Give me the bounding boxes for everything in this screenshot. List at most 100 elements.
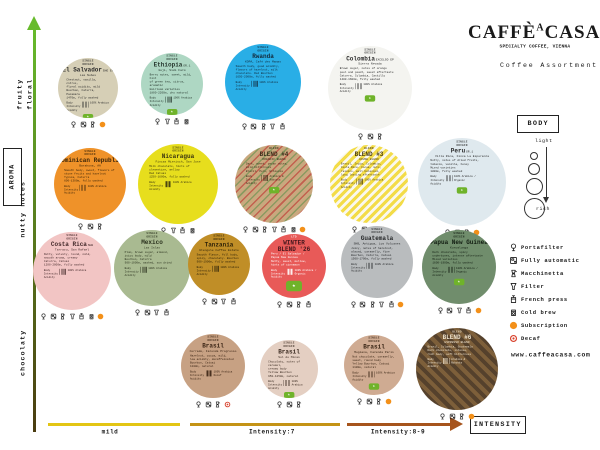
intensity-segment-7: [190, 423, 340, 426]
brew-method-icons: [181, 401, 245, 408]
tasting-note-line: Peru / El Salvador /: [270, 252, 305, 256]
subscription-icon: [475, 307, 482, 314]
coffee-tasting-notes: Dark chocolate, spicy undertones, intense…: [432, 251, 485, 266]
aroma-label-chocolaty: chocolaty: [19, 329, 27, 376]
coffee-name: BLEND #4: [260, 151, 289, 157]
brew-method-icons: [341, 301, 413, 308]
coffee-farm: Tarrazu, San Rafael: [54, 248, 90, 252]
tasting-note-line: 1650-2000m, fully washed: [235, 75, 276, 79]
intensity-axis-title: INTENSITY: [474, 421, 523, 429]
filter-icon: [271, 226, 278, 233]
tasting-note-line: low acidity, decaffeinated: [189, 358, 234, 362]
stat-bars: [283, 380, 291, 387]
macchinetta-icon: [295, 301, 302, 308]
coffee-tasting-notes: Brazil, India, Colombia, Costa Rica. Coco…: [341, 162, 397, 177]
tasting-note-line: Milk chocolate, hints of: [149, 164, 190, 169]
coffee-stat-labels: Body Intensity Acidity: [432, 267, 446, 278]
organic-logo: ★: [82, 113, 94, 118]
composition-line: 100% Arabica: [172, 181, 192, 184]
stat-label: Intensity: [270, 272, 286, 275]
stat-label: Intensity: [340, 182, 355, 185]
body-scale-rich-label: rich: [536, 206, 551, 212]
coffee-tasting-notes: Smooth body, good acidity, flavors of haz…: [236, 65, 291, 80]
macchinetta-icon: [260, 123, 267, 130]
tasting-note-line: 1200-2000m, fully washed: [43, 263, 85, 267]
coffee-stat-labels: Body Intensity Acidity: [246, 175, 260, 186]
coffee-colombia: SINGLE ORIGIN ColombiaEXCELSO EP Sierra Ne…: [328, 46, 412, 140]
stat-label: Body: [270, 268, 278, 272]
brew-method-icons: [262, 301, 326, 308]
subscription-icon: [509, 321, 518, 330]
macchinetta-icon: [261, 226, 268, 233]
cold-brew-icon: [509, 308, 518, 317]
body-scale-arrow: [546, 147, 547, 197]
coffee-disc: SINGLE ORIGIN PeruGR.1 Villa Rica, Finca L…: [418, 138, 506, 226]
stat-label: Acidity: [149, 103, 161, 107]
tasting-note-line: flavors of hazelnut, milk: [235, 68, 278, 72]
coffee-composition: 100% Arabica: [173, 97, 192, 101]
composition-line: 100% Arabica: [148, 266, 168, 270]
coffee-tasting-notes: Berry notes, sweet, mild, hint of green t…: [150, 73, 195, 95]
stat-label: Body: [66, 101, 73, 105]
coffee-name-text: Nicaragua: [161, 153, 195, 161]
stat-bars: [59, 268, 66, 275]
filter-icon: [69, 313, 76, 320]
coffee-composition: 100% Arabica: [376, 371, 395, 375]
tasting-note-line: 1800-2200m, dry natural: [149, 91, 189, 95]
tasting-note-line: Chestnut, vanilla, citrus,: [66, 78, 97, 86]
brew-method-icons: [344, 398, 404, 405]
coffee-name-text: Guatemala: [360, 235, 394, 242]
coffee-disc: SINGLE ORIGIN Brasil Mogiana, Fazenda Pari…: [344, 335, 404, 395]
tasting-note-line: 1250-1600m, fully washed: [149, 175, 190, 179]
coffee-disc: BLEND BLEND #6 ESPRESSO BLEND Brazil, Colom…: [416, 328, 498, 410]
tasting-note-line: rich body, soft bitterness: [427, 352, 472, 357]
stat-bars: [165, 96, 172, 103]
coffee-stat-labels: Body Intensity Acidity: [351, 263, 365, 274]
brew-method-icons: [260, 401, 318, 408]
coffee-farm: Mogiana, Fazenda Paris: [354, 350, 394, 355]
coffee-peru: SINGLE ORIGIN PeruGR.1 Villa Rica, Finca L…: [418, 138, 506, 236]
coffee-disc: SINGLE ORIGIN Dominican Republic Barahona,…: [54, 148, 126, 220]
coffee-disc: SINGLE ORIGIN Tanzania Utengule Coffee Est…: [188, 233, 250, 295]
coffee-composition: Arabica & Robusta: [270, 175, 284, 182]
coffee-label-block: SINGLE ORIGIN Papua New Guinea Kurumlunga D…: [422, 230, 496, 304]
stat-label: Body: [427, 358, 434, 361]
tasting-note-line: 600-1300m, fully washed: [64, 179, 103, 183]
fully-automatic-icon: [80, 121, 87, 128]
coffee-name: Brasil: [278, 349, 300, 355]
tasting-note-line: Dark chocolate, intense,: [427, 349, 468, 353]
macchinetta-icon: [509, 269, 518, 278]
coffee-name-text: BLEND #3: [354, 150, 384, 158]
coffee-tasting-notes: Plum, brown sugar, almond, juicy body, mi…: [125, 251, 180, 266]
coffee-farm: Barahona, AA: [79, 164, 101, 168]
fully-automatic-icon: [366, 398, 373, 405]
intensity-segment-8-9: [347, 423, 450, 426]
stat-label: Body: [64, 184, 71, 188]
tasting-note-line: tobacco, vanilla, honey: [430, 162, 469, 166]
coffee-label-block: BLEND BLEND #6 ESPRESSO BLEND Brazil, Colom…: [416, 328, 498, 410]
coffee-farm: Guji, Sidi Farm: [158, 68, 186, 73]
tasting-note-line: Yellow Bourbon, Catuai: [352, 362, 390, 366]
coffee-type-header: SINGLE ORIGIN: [66, 234, 78, 241]
coffee-disc: SINGLE ORIGIN Brasil Sul de Minas Chocolaty…: [260, 340, 318, 398]
coffee-stats-block: Body Intensity Acidity 100% Arabica: [197, 265, 242, 277]
coffee-disc: SINGLE ORIGIN Brasil Cerrado, Fazenda Prog…: [181, 334, 245, 398]
organic-logo: ★: [368, 383, 380, 390]
tasting-note-line: Smooth flavor, full body,: [196, 253, 239, 257]
coffee-tasting-notes: Smooth body, sweet, flavors of stone frui…: [64, 169, 116, 184]
decaf-icon: [509, 334, 518, 343]
coffee-grade: SHB: [87, 244, 94, 248]
tasting-note-line: Caturra, Colombia, Castillo: [339, 74, 386, 78]
intensity-tick-7: Intensity:7: [249, 429, 295, 436]
brew-method-icons: [328, 133, 412, 140]
coffee-label-block: BLEND BLEND #3 HOUSE BLEND Brazil, India, C…: [330, 145, 408, 223]
tasting-note-line: Chocolaty, notes of caramel,: [268, 360, 301, 368]
coffee-label-block: SINGLE ORIGIN Tanzania Utengule Coffee Est…: [188, 233, 250, 295]
composition-line: 100% Arabica /: [294, 268, 317, 272]
composition-line: 100% Arabica: [363, 83, 383, 86]
coffee-name-text: Colombia: [346, 55, 375, 63]
tasting-note-line: 1600-1900m, fully washed: [432, 261, 473, 265]
coffee-composition: Arabica & Robusta: [451, 358, 465, 365]
legend-item-label: Subscription: [521, 322, 568, 329]
stat-label: Acidity: [339, 90, 351, 93]
